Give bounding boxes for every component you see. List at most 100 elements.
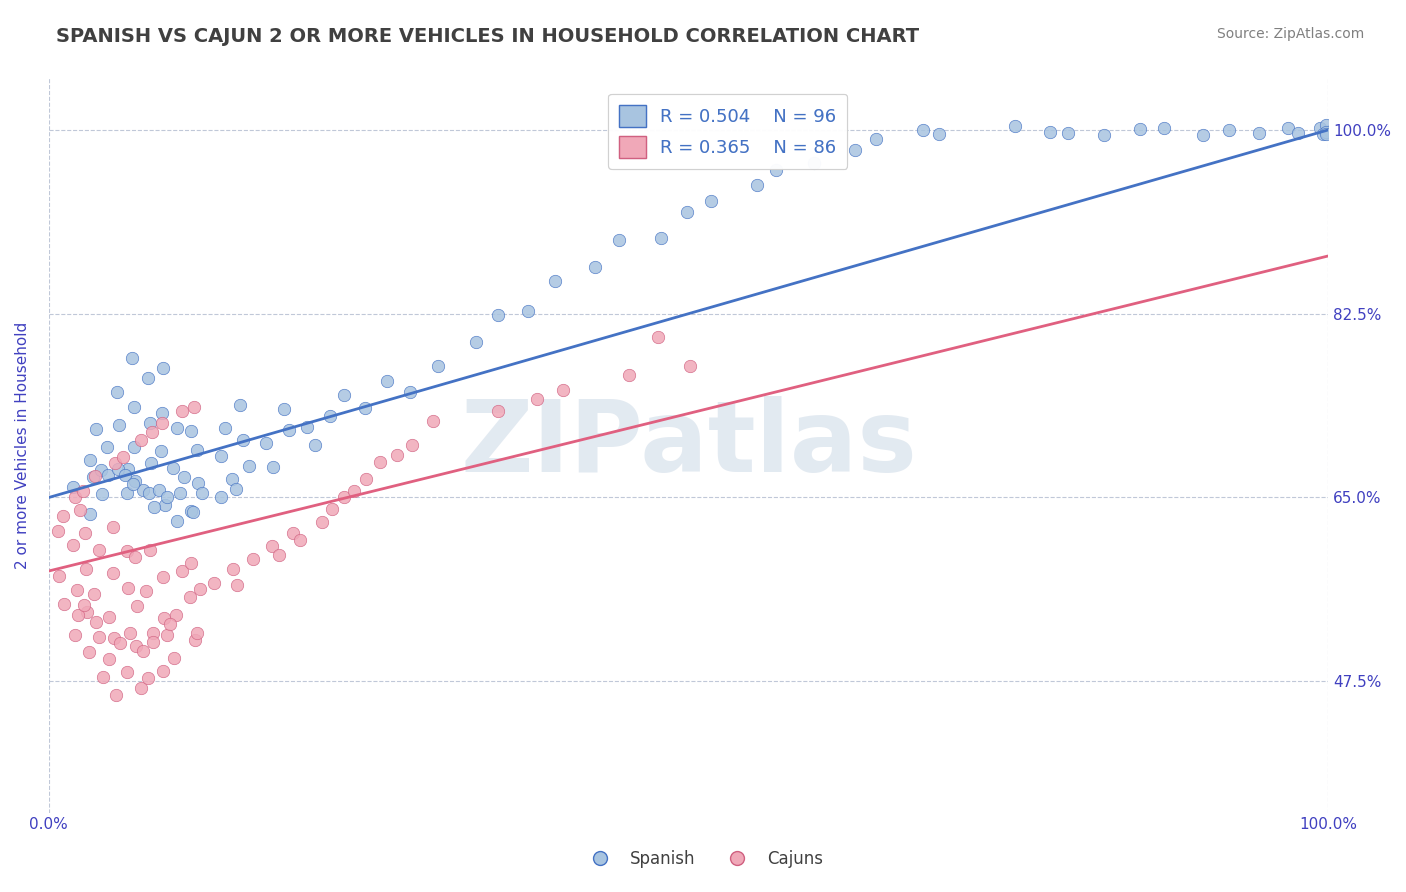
Point	[66, 608, 89, 623]
Point	[1315, 125, 1337, 139]
Point	[209, 491, 232, 505]
Point	[84, 422, 107, 436]
Point	[526, 392, 548, 407]
Point	[1004, 120, 1026, 134]
Point	[135, 584, 157, 599]
Point	[117, 582, 139, 596]
Point	[153, 611, 176, 625]
Point	[678, 359, 700, 373]
Point	[229, 398, 252, 412]
Point	[1057, 126, 1080, 140]
Point	[1286, 127, 1309, 141]
Point	[186, 626, 208, 640]
Point	[188, 582, 211, 596]
Point	[114, 467, 136, 482]
Point	[221, 472, 243, 486]
Point	[844, 143, 866, 157]
Point	[321, 501, 343, 516]
Point	[63, 628, 86, 642]
Point	[104, 456, 127, 470]
Point	[225, 482, 247, 496]
Point	[90, 486, 112, 500]
Point	[172, 404, 194, 418]
Point	[110, 636, 132, 650]
Point	[115, 665, 138, 680]
Point	[180, 424, 202, 438]
Point	[288, 533, 311, 548]
Point	[122, 400, 145, 414]
Point	[152, 664, 174, 678]
Point	[142, 626, 165, 640]
Point	[180, 556, 202, 570]
Point	[179, 591, 201, 605]
Point	[152, 570, 174, 584]
Point	[159, 617, 181, 632]
Point	[152, 416, 174, 430]
Point	[115, 544, 138, 558]
Point	[72, 484, 94, 499]
Point	[283, 526, 305, 541]
Legend: Spanish, Cajuns: Spanish, Cajuns	[576, 844, 830, 875]
Point	[401, 438, 423, 452]
Point	[269, 549, 291, 563]
Point	[486, 308, 509, 322]
Point	[304, 438, 326, 452]
Point	[103, 631, 125, 645]
Point	[132, 644, 155, 658]
Point	[53, 597, 76, 611]
Point	[107, 385, 129, 400]
Point	[399, 385, 422, 400]
Point	[163, 651, 186, 665]
Point	[91, 670, 114, 684]
Point	[385, 448, 408, 462]
Point	[1277, 121, 1299, 136]
Point	[254, 435, 277, 450]
Point	[138, 371, 160, 385]
Point	[87, 542, 110, 557]
Point	[928, 128, 950, 142]
Point	[73, 598, 96, 612]
Point	[911, 122, 934, 136]
Point	[62, 480, 84, 494]
Point	[242, 552, 264, 566]
Point	[422, 414, 444, 428]
Point	[139, 416, 162, 430]
Point	[486, 404, 509, 418]
Point	[650, 230, 672, 244]
Point	[465, 335, 488, 350]
Point	[66, 582, 89, 597]
Point	[107, 461, 129, 475]
Point	[152, 361, 174, 376]
Point	[97, 652, 120, 666]
Point	[166, 514, 188, 528]
Point	[209, 450, 232, 464]
Point	[122, 476, 145, 491]
Point	[1218, 123, 1240, 137]
Point	[117, 461, 139, 475]
Point	[1319, 124, 1341, 138]
Point	[121, 351, 143, 366]
Point	[124, 549, 146, 564]
Point	[138, 671, 160, 685]
Point	[82, 470, 104, 484]
Text: ZIPatlas: ZIPatlas	[460, 396, 917, 493]
Point	[148, 483, 170, 498]
Point	[295, 419, 318, 434]
Text: SPANISH VS CAJUN 2 OR MORE VEHICLES IN HOUSEHOLD CORRELATION CHART: SPANISH VS CAJUN 2 OR MORE VEHICLES IN H…	[56, 27, 920, 45]
Point	[370, 454, 392, 468]
Point	[162, 461, 184, 475]
Point	[97, 468, 120, 483]
Point	[89, 630, 111, 644]
Point	[79, 507, 101, 521]
Point	[69, 502, 91, 516]
Point	[75, 562, 97, 576]
Point	[647, 330, 669, 344]
Point	[1315, 127, 1337, 141]
Point	[354, 472, 377, 486]
Point	[332, 490, 354, 504]
Point	[138, 486, 160, 500]
Point	[125, 599, 148, 613]
Point	[1247, 126, 1270, 140]
Point	[343, 484, 366, 499]
Point	[101, 566, 124, 580]
